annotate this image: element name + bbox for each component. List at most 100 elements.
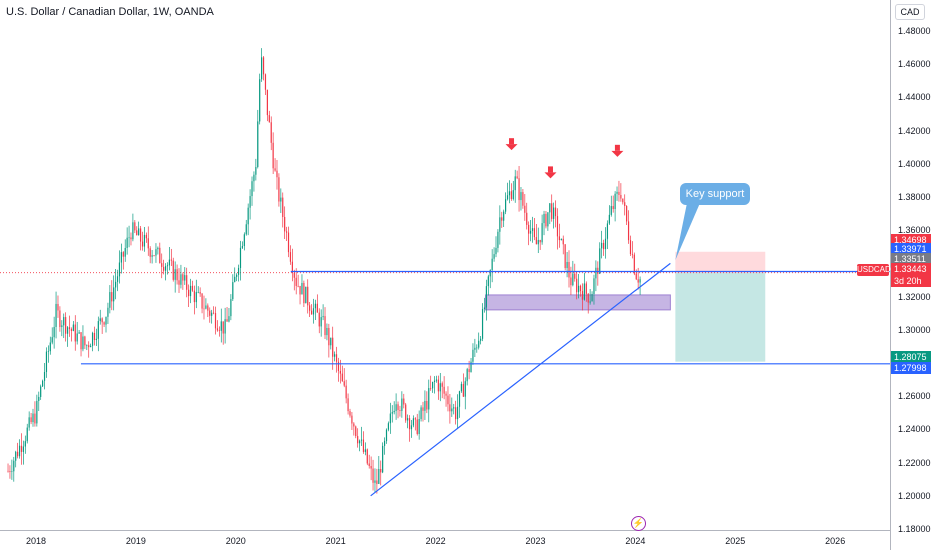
candle-body xyxy=(551,203,553,219)
candle-body xyxy=(301,282,303,295)
time-axis[interactable] xyxy=(0,530,890,531)
candle-body xyxy=(141,241,144,247)
candle-body xyxy=(234,276,236,283)
candle-body xyxy=(614,193,616,210)
candle-body xyxy=(284,216,286,232)
candle-body xyxy=(147,238,149,249)
candle-body xyxy=(309,305,311,311)
candle-body xyxy=(389,413,391,424)
y-tick-label: 1.46000 xyxy=(898,59,931,70)
candle-body xyxy=(357,436,359,444)
candle-body xyxy=(307,286,309,306)
candle-body xyxy=(401,398,403,411)
candle-body xyxy=(218,330,220,332)
candle-body xyxy=(495,247,497,255)
candle-body xyxy=(518,178,520,201)
candle-body xyxy=(458,391,461,407)
x-tick-label: 2018 xyxy=(25,536,47,546)
candle-body xyxy=(383,441,386,446)
candle-body xyxy=(602,242,605,250)
candle-body xyxy=(74,324,76,342)
candle-body xyxy=(166,265,169,267)
candle-body xyxy=(322,316,324,318)
tradingview-logo-icon[interactable]: ⚡ xyxy=(631,516,646,531)
candle-body xyxy=(474,347,476,350)
candle-body xyxy=(20,445,23,452)
candle-body xyxy=(410,425,413,430)
candle-body xyxy=(568,261,570,278)
candle-body xyxy=(543,213,545,224)
down-arrow-icon xyxy=(544,172,557,179)
candle-body xyxy=(503,211,505,221)
candle-body xyxy=(299,286,301,295)
candle-body xyxy=(15,451,17,461)
candle-body xyxy=(109,292,111,308)
candle-body xyxy=(270,122,272,143)
candle-body xyxy=(163,266,165,271)
candle-body xyxy=(556,216,559,237)
candle-body xyxy=(451,408,453,412)
candle-body xyxy=(627,221,630,241)
x-tick-label: 2024 xyxy=(625,536,646,546)
candle-body xyxy=(195,292,197,303)
candle-body xyxy=(564,244,566,269)
candle-body xyxy=(455,407,457,420)
candle-body xyxy=(562,238,564,245)
candle-body xyxy=(178,280,180,285)
candle-body xyxy=(68,327,71,330)
candle-body xyxy=(297,285,299,287)
candle-body xyxy=(334,354,336,357)
candle-body xyxy=(57,303,59,311)
candle-body xyxy=(164,266,167,271)
candle-body xyxy=(491,258,493,271)
candle-body xyxy=(97,321,99,339)
candle-body xyxy=(489,270,491,277)
candle-body xyxy=(456,406,459,420)
candle-body xyxy=(295,277,297,286)
candle-body xyxy=(239,247,242,268)
candle-body xyxy=(610,206,612,215)
candle-body xyxy=(47,351,49,352)
candle-body xyxy=(583,283,585,300)
candle-body xyxy=(581,291,584,300)
candle-body xyxy=(522,192,524,206)
key-support-callout[interactable]: Key support xyxy=(680,183,750,205)
x-tick-label: 2026 xyxy=(825,536,846,546)
price-label: 1.33443 xyxy=(891,263,931,275)
candle-body xyxy=(197,291,199,293)
candle-body xyxy=(464,381,466,397)
candle-body xyxy=(65,317,67,334)
candle-body xyxy=(13,460,15,472)
candle-body xyxy=(535,237,537,245)
x-tick-label: 2025 xyxy=(725,536,746,546)
candle-body xyxy=(276,170,278,178)
candle-body xyxy=(205,305,207,309)
candle-body xyxy=(139,228,142,242)
price-axis[interactable] xyxy=(890,0,891,550)
candle-body xyxy=(462,383,464,397)
candle-body xyxy=(262,57,265,75)
candle-body xyxy=(18,445,21,457)
y-tick-label: 1.44000 xyxy=(898,92,931,103)
candle-body xyxy=(7,470,9,472)
down-arrow-icon xyxy=(614,144,620,151)
candle-body xyxy=(105,316,107,325)
currency-badge[interactable]: CAD xyxy=(895,4,925,20)
candle-body xyxy=(261,57,263,80)
candle-body xyxy=(251,181,253,197)
candle-body xyxy=(220,321,222,331)
candle-body xyxy=(103,322,105,325)
candle-body xyxy=(95,338,98,341)
candle-body xyxy=(305,286,307,304)
price-chart[interactable] xyxy=(0,0,890,530)
candle-body xyxy=(188,289,190,297)
candle-body xyxy=(228,316,230,322)
candle-body xyxy=(274,168,276,171)
candle-body xyxy=(84,336,86,346)
candle-body xyxy=(506,195,509,200)
candle-body xyxy=(128,237,130,239)
price-label: 1.28075 xyxy=(891,351,931,363)
price-label: 1.27998 xyxy=(891,362,931,374)
candle-body xyxy=(374,480,376,483)
candle-body xyxy=(38,396,40,401)
